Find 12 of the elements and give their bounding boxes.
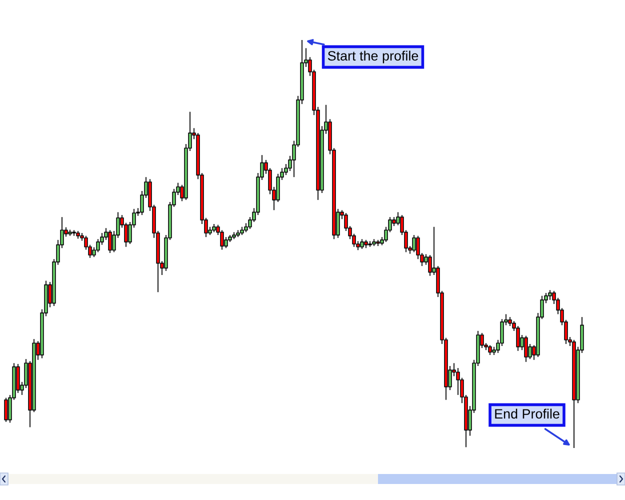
candlestick — [488, 344, 492, 356]
annotation: Start the profile — [328, 50, 418, 64]
candlestick — [4, 397, 8, 423]
candlestick — [108, 230, 112, 254]
candlestick — [360, 238, 364, 250]
annotation: End Profile — [495, 408, 560, 419]
candlestick — [516, 325, 520, 352]
candlestick — [548, 289, 552, 301]
candlestick — [224, 236, 228, 249]
candlestick — [412, 234, 416, 253]
candlestick — [16, 363, 20, 394]
candlestick — [524, 335, 528, 363]
